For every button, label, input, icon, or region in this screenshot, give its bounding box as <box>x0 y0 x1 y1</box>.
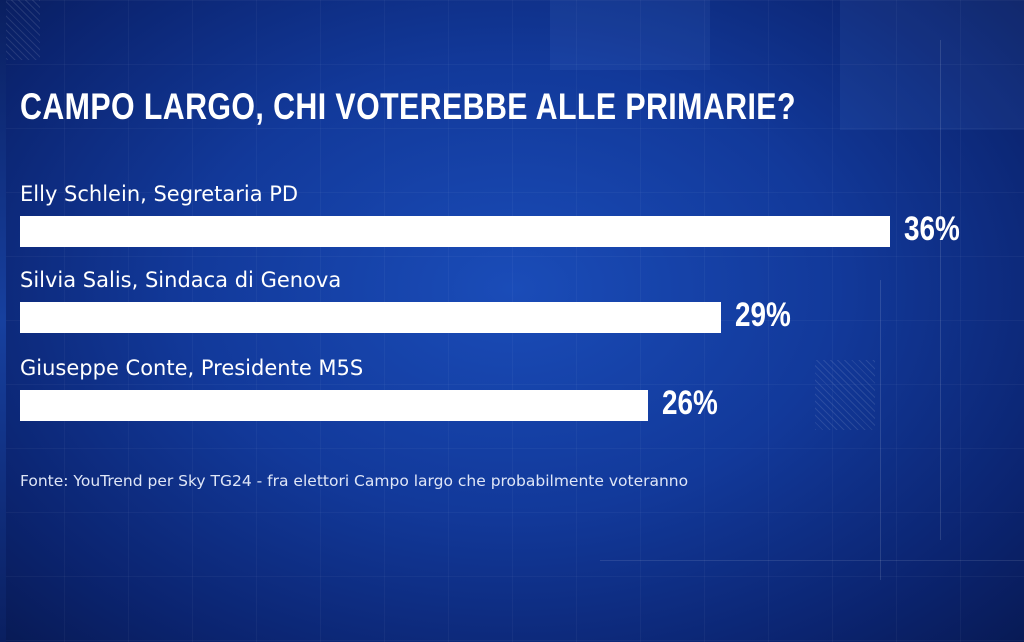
background-line <box>940 40 941 540</box>
bar-label: Silvia Salis, Sindaca di Genova <box>20 268 342 292</box>
source-note: Fonte: YouTrend per Sky TG24 - fra elett… <box>20 472 689 490</box>
bar-value-label: 36% <box>904 210 960 248</box>
background-hatch <box>0 0 40 60</box>
background-panel <box>840 0 1024 130</box>
bar <box>20 390 648 421</box>
background-line <box>880 280 881 580</box>
background-hatch <box>815 360 875 430</box>
chart-title: CAMPO LARGO, CHI VOTEREBBE ALLE PRIMARIE… <box>20 86 796 127</box>
bar-label: Elly Schlein, Segretaria PD <box>20 182 299 206</box>
background-panel <box>550 0 710 70</box>
bar-value-label: 29% <box>735 296 791 334</box>
left-edge <box>0 0 6 642</box>
bar <box>20 302 721 333</box>
bar-value-label: 26% <box>662 384 718 422</box>
bar-label: Giuseppe Conte, Presidente M5S <box>20 356 364 380</box>
bar <box>20 216 890 247</box>
background-line <box>600 560 1024 561</box>
